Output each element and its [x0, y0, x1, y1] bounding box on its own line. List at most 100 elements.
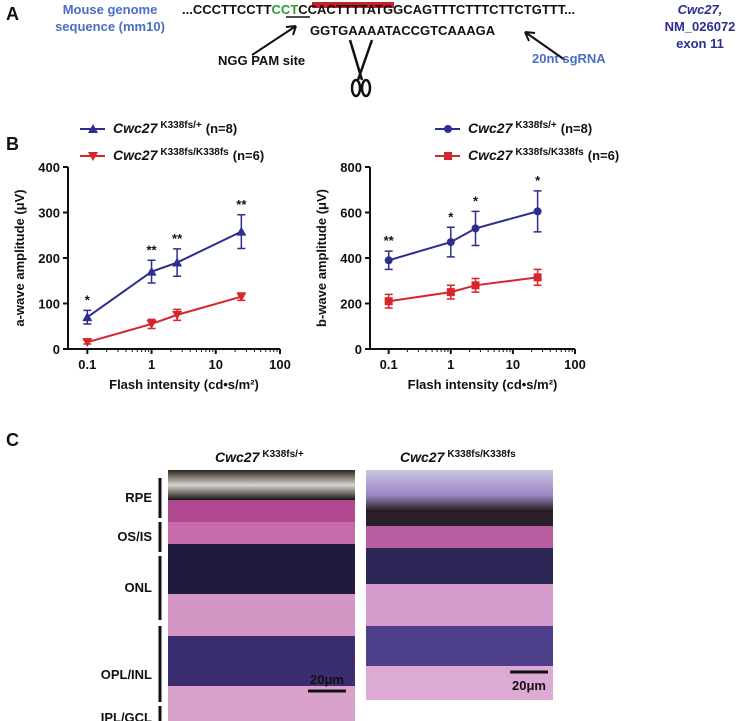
genotype: K338fs/K338fs: [160, 147, 229, 158]
y-tick-label: 600: [340, 206, 362, 221]
marker: [146, 319, 157, 329]
sgrna-sequence: GGTGAAAATACCGTCAAAGA: [310, 23, 496, 38]
gene-name: Cwc27: [468, 147, 514, 163]
marker: [444, 125, 452, 133]
series-line: [87, 295, 242, 344]
scale-label: 20μm: [310, 672, 344, 687]
arrow: [524, 31, 566, 61]
marker: [384, 297, 393, 306]
x-tick-label: 1: [148, 357, 155, 372]
gene-name: Cwc27: [215, 449, 261, 465]
layer-label: ONL: [125, 580, 153, 595]
marker: [446, 288, 455, 297]
n-label: (n=8): [561, 121, 592, 136]
panel-letter: A: [6, 4, 19, 24]
y-tick-label: 200: [340, 297, 362, 312]
x-tick-label: 100: [269, 357, 291, 372]
scissors: [348, 39, 374, 98]
gene-label: NM_026072: [665, 19, 736, 34]
genotype-label: Cwc27 K338fs/K338fs: [400, 449, 516, 465]
genotype: K338fs/+: [515, 120, 557, 131]
y-tick-label: 0: [53, 342, 60, 357]
genome-label: sequence (mm10): [55, 19, 165, 34]
marker: [384, 256, 393, 265]
marker: [88, 152, 98, 161]
n-label: (n=6): [233, 148, 264, 163]
x-tick-label: 0.1: [380, 357, 398, 372]
gene-label: Cwc27,: [678, 2, 723, 17]
genotype: K338fs/K338fs: [515, 147, 584, 158]
y-tick-label: 100: [38, 297, 60, 312]
genotype-label: Cwc27 K338fs/K338fs (n=6): [468, 147, 619, 163]
x-tick-label: 1: [447, 357, 454, 372]
significance: *: [535, 173, 541, 188]
sequence: ...CCCTTCCTTCCTCCACTTTTATGGCAGTTTCTTTCTT…: [182, 2, 575, 17]
y-tick-label: 200: [38, 251, 60, 266]
marker: [172, 310, 183, 320]
significance: **: [384, 233, 395, 248]
layer-label: RPE: [125, 490, 152, 505]
y-tick-label: 0: [355, 342, 362, 357]
x-axis-label: Flash intensity (cd•s/m²): [408, 377, 558, 392]
layer-label: OS/IS: [117, 529, 152, 544]
genotype-label: Cwc27 K338fs/+ (n=8): [468, 120, 592, 136]
marker: [172, 257, 183, 267]
marker: [146, 266, 157, 276]
significance: **: [146, 242, 157, 257]
significance: *: [448, 209, 454, 224]
y-tick-label: 300: [38, 206, 60, 221]
sgrna-label: 20nt sgRNA: [532, 51, 606, 66]
y-tick-label: 400: [340, 251, 362, 266]
n-label: (n=6): [588, 148, 619, 163]
marker: [471, 281, 480, 290]
n-label: (n=8): [206, 121, 237, 136]
genotype: K338fs/+: [160, 120, 202, 131]
significance: **: [236, 197, 247, 212]
scale-label: 20μm: [512, 678, 546, 693]
marker: [236, 226, 247, 236]
x-tick-label: 10: [506, 357, 520, 372]
x-tick-label: 10: [209, 357, 223, 372]
panel-letter: B: [6, 134, 19, 154]
y-axis-label: a-wave amplitude (μV): [12, 189, 27, 326]
marker: [88, 124, 98, 133]
x-tick-label: 100: [564, 357, 586, 372]
marker: [533, 273, 542, 282]
significance: *: [473, 193, 479, 208]
panel-letter: C: [6, 430, 19, 450]
significance: **: [172, 231, 183, 246]
significance: *: [85, 292, 91, 307]
genotype: K338fs/+: [262, 449, 304, 460]
layer-label: OPL/INL: [101, 667, 152, 682]
series-line: [388, 210, 538, 262]
y-tick-label: 800: [340, 160, 362, 175]
marker: [82, 338, 93, 348]
gene-label: exon 11: [676, 36, 724, 51]
arrow: [251, 25, 297, 56]
pam-label: NGG PAM site: [218, 53, 305, 68]
x-tick-label: 0.1: [78, 357, 96, 372]
y-tick-label: 400: [38, 160, 60, 175]
sgrna-bar: [312, 2, 394, 8]
genotype: K338fs/K338fs: [447, 449, 516, 460]
genome-label: Mouse genome: [63, 2, 158, 17]
marker: [236, 292, 247, 302]
marker: [444, 152, 452, 160]
marker: [471, 224, 480, 233]
histology-right: [366, 470, 553, 700]
gene-name: Cwc27: [400, 449, 446, 465]
gene-name: Cwc27: [468, 120, 514, 136]
gene-name: Cwc27: [113, 120, 159, 136]
layer-label: IPL/GCL: [101, 710, 152, 721]
series-line: [86, 230, 242, 318]
marker: [82, 312, 93, 322]
series-line: [388, 276, 538, 303]
gene-name: Cwc27: [113, 147, 159, 163]
genotype-label: Cwc27 K338fs/+ (n=8): [113, 120, 237, 136]
x-axis-label: Flash intensity (cd•s/m²): [109, 377, 259, 392]
marker: [446, 238, 455, 247]
genotype-label: Cwc27 K338fs/+: [215, 449, 304, 465]
y-axis-label: b-wave amplitude (μV): [314, 189, 329, 327]
genotype-label: Cwc27 K338fs/K338fs (n=6): [113, 147, 264, 163]
